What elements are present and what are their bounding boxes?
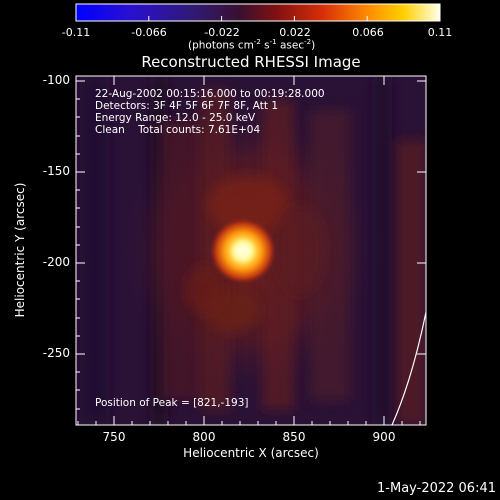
rhessi-image [76,76,426,425]
peak-position-label: Position of Peak = [821,-193] [95,397,249,409]
colorbar-tick-label: 0.11 [427,26,453,39]
x-tick-label: 850 [282,430,306,444]
y-tick-label: -250 [42,346,70,360]
x-tick-label: 800 [192,430,216,444]
info-clean-counts: Clean Total counts: 7.61E+04 [95,124,261,136]
colorbar-tick-label: -0.066 [131,26,167,39]
colorbar-frame [75,3,441,22]
timestamp: 1-May-2022 06:41 [377,481,496,496]
plot-frame [75,75,427,426]
info-detectors: Detectors: 3F 4F 5F 6F 7F 8F, Att 1 [95,100,279,112]
y-tick-label: -200 [42,255,70,269]
x-tick-label: 900 [372,430,396,444]
colorbar-tick-label: -0.11 [61,26,91,39]
colorbar-tick-label: 0.022 [279,26,311,39]
y-axis-label: Heliocentric Y (arcsec) [13,182,27,318]
colorbar-ticks [75,16,441,21]
x-tick-label: 750 [102,430,126,444]
x-axis-label: Heliocentric X (arcsec) [183,446,319,460]
colorbar-gradient [76,4,440,21]
solar-limb [391,311,426,425]
y-tick-label: -100 [42,73,70,87]
x-ticks [77,76,421,425]
info-energy-range: Energy Range: 12.0 - 25.0 keV [95,112,256,124]
plot-title: Reconstructed RHESSI Image [141,53,361,71]
y-ticks [76,80,426,410]
colorbar-tick-label: 0.066 [352,26,384,39]
info-date-range: 22-Aug-2002 00:15:16.000 to 00:19:28.000 [95,88,325,100]
y-tick-label: -150 [42,164,70,178]
colorbar-tick-label: -0.022 [204,26,240,39]
colorbar-units: (photons cm-2 s-1 asec-2) [188,38,316,52]
